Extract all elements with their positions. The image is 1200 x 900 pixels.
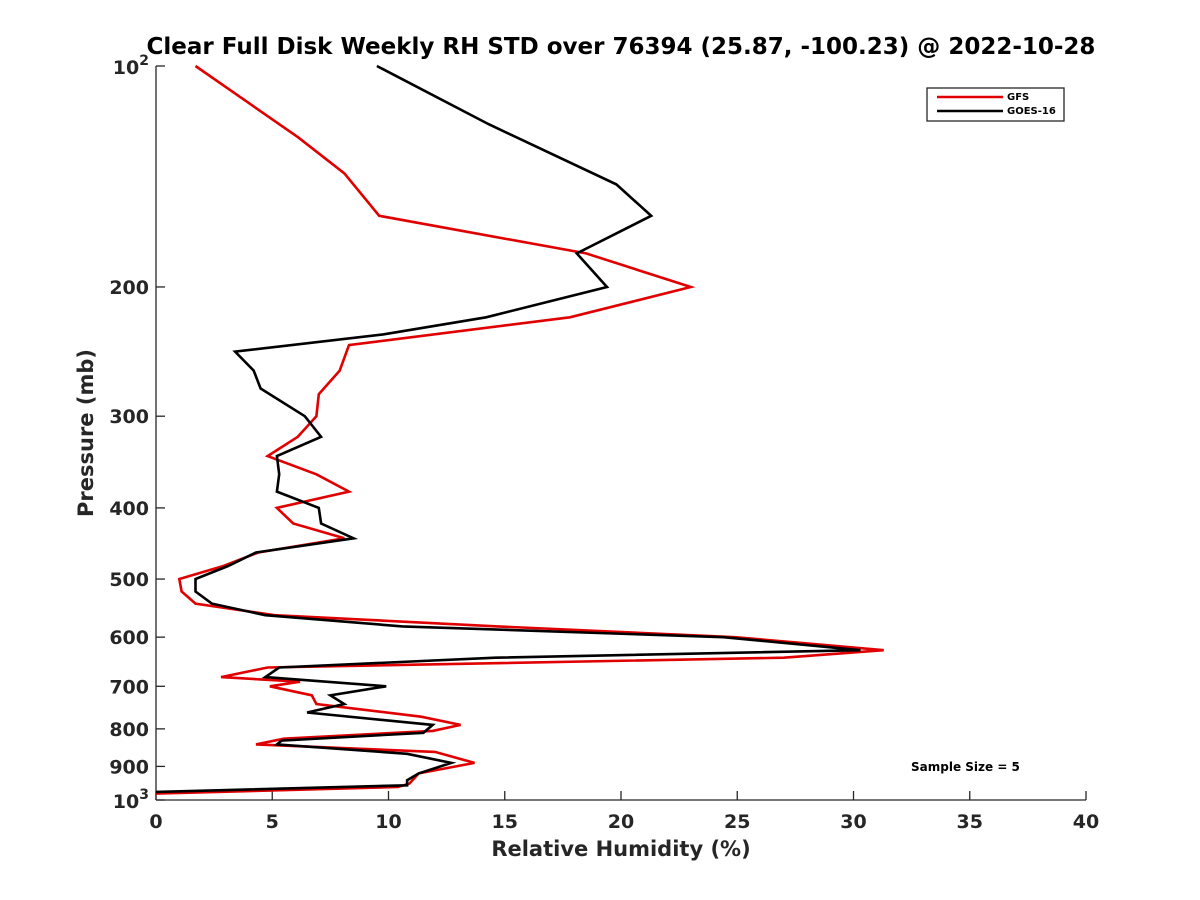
chart-title: Clear Full Disk Weekly RH STD over 76394… [147, 34, 1096, 60]
x-tick-label: 15 [492, 811, 518, 833]
x-tick-label: 30 [840, 811, 866, 833]
y-tick-label: 700 [109, 676, 149, 698]
series-lines [155, 64, 884, 795]
y-tick-label: 500 [109, 569, 149, 591]
x-ticks: 0 5 10 15 20 25 30 35 40 [149, 791, 1099, 833]
y-tick-label: 800 [109, 719, 149, 741]
y-tick-label: 200 [109, 277, 149, 299]
y-tick-label: 600 [109, 627, 149, 649]
x-tick-label: 25 [724, 811, 750, 833]
y-tick-exponent: 3 [139, 787, 149, 803]
series-line-goes16 [155, 64, 861, 794]
x-tick-label: 5 [266, 811, 279, 833]
series-line-gfs [155, 64, 884, 795]
legend-label-gfs: GFS [1007, 92, 1029, 103]
y-tick-base: 10 [113, 791, 139, 813]
legend: GFS GOES-16 [926, 87, 1065, 122]
x-tick-label: 35 [957, 811, 983, 833]
sample-size-annotation: Sample Size = 5 [911, 760, 1020, 774]
y-tick-label: 400 [109, 498, 149, 520]
x-tick-label: 20 [608, 811, 634, 833]
y-tick-base: 10 [113, 57, 139, 79]
x-tick-label: 0 [149, 811, 162, 833]
y-tick-label: 103 [113, 787, 149, 813]
x-axis-label: Relative Humidity (%) [491, 837, 750, 861]
x-tick-label: 40 [1073, 811, 1099, 833]
axes [155, 66, 1086, 801]
y-tick-label: 102 [113, 53, 149, 79]
x-tick-label: 10 [375, 811, 401, 833]
y-tick-label: 900 [109, 756, 149, 778]
y-axis-label: Pressure (mb) [74, 349, 98, 517]
legend-box [926, 87, 1065, 122]
legend-label-goes16: GOES-16 [1007, 106, 1056, 117]
y-tick-label: 300 [109, 406, 149, 428]
y-tick-exponent: 2 [139, 53, 149, 69]
